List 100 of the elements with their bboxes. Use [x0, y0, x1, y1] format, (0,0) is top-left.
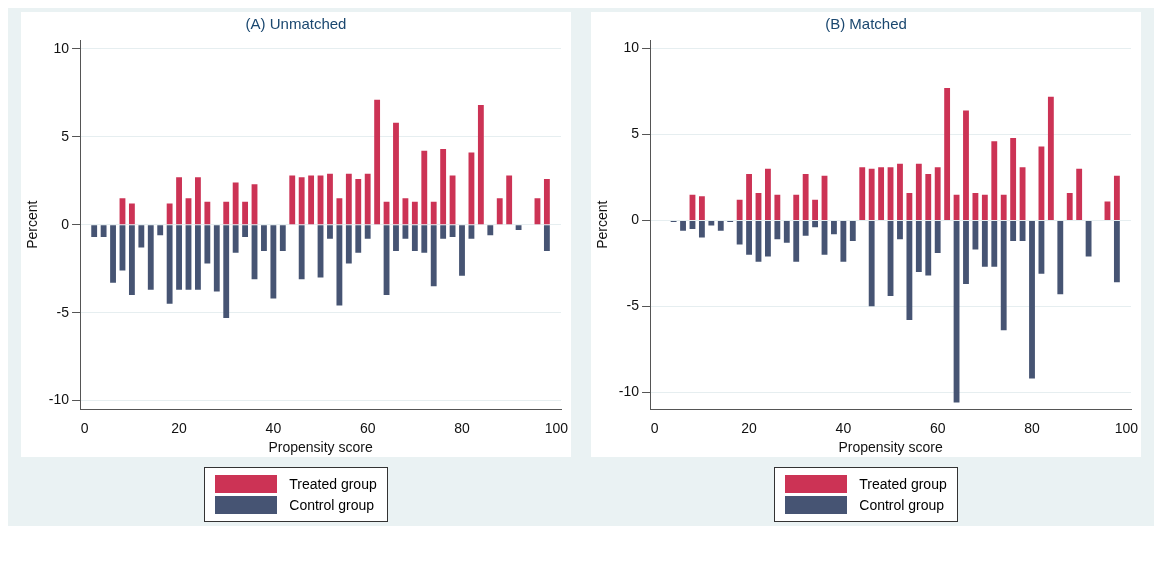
bar — [1010, 220, 1017, 242]
bar — [355, 225, 362, 253]
bar — [110, 225, 116, 283]
x-tick-label: 20 — [741, 419, 758, 436]
bar — [355, 178, 362, 225]
bar — [128, 225, 135, 296]
bar — [506, 175, 513, 225]
bar — [213, 225, 220, 292]
bar — [981, 220, 988, 267]
bar — [430, 201, 437, 225]
bar — [1029, 220, 1035, 379]
legend-label: Control group — [859, 497, 945, 513]
bar — [897, 163, 903, 220]
bar — [868, 220, 875, 307]
bar — [279, 225, 286, 252]
bar — [242, 201, 249, 225]
x-tick-label: 20 — [171, 419, 188, 436]
bar — [991, 141, 998, 220]
y-tick-label: 0 — [631, 211, 640, 228]
bar — [972, 220, 979, 250]
bar — [878, 167, 885, 220]
x-tick-label: 100 — [1114, 419, 1139, 436]
bar — [802, 174, 809, 220]
bar — [402, 225, 409, 239]
bar — [1000, 220, 1007, 331]
x-tick-label: 40 — [265, 419, 282, 436]
bar — [981, 194, 988, 220]
bar — [991, 220, 998, 267]
bar — [515, 225, 522, 230]
bar — [1047, 96, 1054, 220]
x-tick-label: 0 — [80, 419, 89, 436]
bar — [906, 192, 913, 220]
bar — [736, 220, 743, 245]
y-tick-label: -5 — [626, 297, 640, 314]
bar — [543, 225, 550, 252]
bar — [1076, 168, 1083, 220]
legend-label: Control group — [289, 497, 375, 513]
bar — [440, 225, 447, 239]
bar — [327, 225, 333, 239]
bar — [1066, 192, 1073, 220]
bar — [459, 225, 465, 276]
bar — [774, 220, 781, 240]
bar — [868, 168, 875, 220]
bar — [195, 177, 201, 225]
bar — [897, 220, 903, 240]
bar — [1010, 137, 1017, 220]
bar — [698, 220, 705, 238]
bar — [336, 225, 343, 306]
bar — [402, 198, 409, 225]
bar — [393, 225, 399, 252]
bar — [393, 122, 399, 225]
bar — [1057, 220, 1064, 295]
bar — [746, 174, 752, 220]
x-tick-label: 100 — [544, 419, 569, 436]
bar — [840, 220, 847, 262]
bar — [708, 220, 715, 226]
bar — [138, 225, 145, 248]
bar — [232, 225, 239, 253]
bar — [925, 220, 932, 276]
bar — [1113, 175, 1120, 220]
y-tick-label: 5 — [61, 127, 70, 144]
bar — [496, 198, 503, 225]
x-tick-label: 80 — [454, 419, 470, 436]
x-tick-label: 0 — [650, 419, 659, 436]
bar — [166, 203, 173, 225]
bar — [543, 178, 550, 225]
bar — [232, 182, 239, 225]
bar — [374, 99, 381, 225]
bar — [100, 225, 107, 238]
bar — [849, 220, 856, 242]
bar — [812, 220, 819, 228]
bar — [717, 220, 724, 231]
bar — [440, 149, 447, 225]
bar — [736, 199, 743, 220]
bar — [327, 173, 333, 225]
bar — [308, 175, 315, 225]
bar — [411, 201, 418, 225]
bar — [812, 199, 819, 220]
bar — [195, 225, 201, 290]
bar — [1085, 220, 1092, 257]
bar — [793, 194, 800, 220]
bar — [204, 201, 211, 225]
bar — [477, 105, 484, 225]
x-axis-title: Propensity score — [838, 439, 943, 456]
bar — [765, 220, 771, 257]
chart-title: (A) Unmatched — [245, 15, 347, 33]
bar — [925, 174, 932, 220]
x-tick-label: 40 — [835, 419, 852, 436]
bar — [915, 220, 922, 272]
bar — [421, 225, 428, 253]
bar — [157, 225, 164, 236]
bar — [765, 168, 771, 220]
bar — [906, 220, 913, 321]
bar — [298, 177, 305, 225]
bar — [774, 194, 781, 220]
bar — [680, 220, 686, 231]
bar — [270, 225, 277, 299]
bar — [128, 203, 135, 225]
bar — [298, 225, 305, 280]
y-tick-label: 10 — [623, 39, 640, 56]
